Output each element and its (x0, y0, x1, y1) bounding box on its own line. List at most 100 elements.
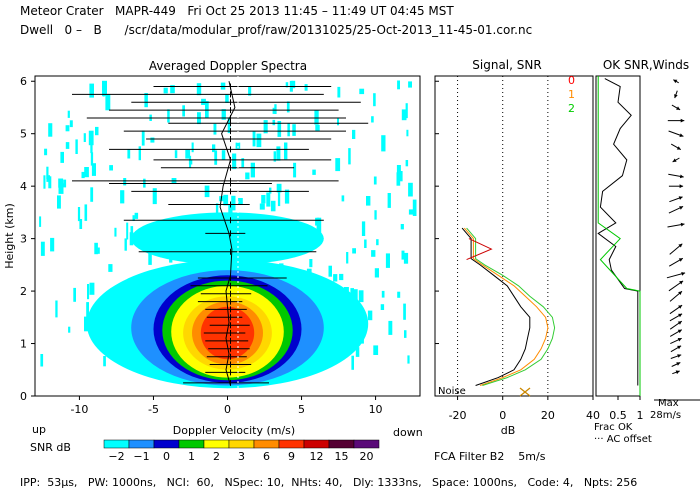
legend-1: 1 (568, 88, 575, 101)
wind-arrow-head (677, 321, 682, 325)
wind-arrow-head (672, 158, 677, 162)
snr-x-tick-label: 0 (499, 409, 506, 422)
noise-speckle (48, 176, 52, 189)
noise-speckle (40, 354, 44, 367)
colorbar-tick-label: 12 (310, 450, 324, 463)
noise-speckle (371, 116, 374, 123)
wind-arrow-head (675, 370, 680, 375)
noise-speckle (84, 316, 89, 332)
wind-arrow-head (674, 94, 678, 99)
noise-speckle (407, 355, 410, 364)
snr-xlabel: dB (501, 424, 516, 437)
noise-speckle (167, 109, 170, 123)
noise-speckle (81, 171, 85, 179)
noise-speckle (58, 183, 64, 194)
legend-2: 2 (568, 102, 575, 115)
noise-speckle (328, 265, 332, 277)
noise-speckle (97, 247, 100, 254)
noise-speckle (269, 187, 272, 194)
noise-speckle (273, 151, 277, 162)
colorbar-swatch (353, 439, 380, 449)
noise-speckle (276, 146, 281, 161)
wind-arrow-head (679, 206, 684, 210)
noise-speckle (88, 130, 94, 146)
snr-y-ticks (435, 80, 439, 397)
noise-speckle (337, 86, 341, 98)
snr-frame (434, 75, 594, 397)
snr-x-ticks: -20 0 20 40 (449, 396, 600, 422)
wind-arrow-head (679, 174, 684, 179)
noise-speckle (86, 302, 89, 318)
noise-speckle (231, 195, 236, 211)
colorbar-swatch (253, 439, 280, 449)
noise-speckle (60, 151, 64, 163)
doppler-x-tick-label: 0 (224, 403, 231, 416)
noise-speckle (221, 150, 226, 160)
noise-speckle (337, 118, 339, 126)
wind-arrows (666, 79, 686, 375)
doppler-y-tick-label: 4 (20, 180, 27, 193)
colorbar-label: SNR dB (30, 441, 71, 454)
noise-speckle (44, 148, 48, 156)
noise-speckle (286, 101, 290, 113)
noise-speckle (57, 195, 61, 209)
doppler-y-tick-label: 0 (20, 390, 27, 403)
ac-offset-note: ··· AC offset (594, 434, 652, 445)
snr-series-2 (466, 227, 556, 386)
colorbar-tick-label: −1 (133, 450, 149, 463)
noise-speckle (73, 287, 76, 302)
colorbar-swatch (128, 439, 155, 449)
noise-speckle (58, 178, 64, 188)
doppler-y-tick-label: 6 (20, 75, 27, 88)
wind-arrow-head (679, 184, 684, 189)
noise-speckle (272, 119, 276, 126)
noise-speckle (401, 250, 405, 260)
colorbar-swatch (328, 439, 355, 449)
noise-label: Noise (438, 386, 466, 397)
noise-speckle (65, 125, 70, 132)
noise-speckle (277, 191, 281, 207)
mean-velocity-line (219, 81, 236, 386)
noise-speckle (127, 149, 131, 159)
noise-speckle (87, 284, 90, 300)
noise-speckle (69, 120, 73, 128)
noise-speckle (380, 304, 385, 310)
noise-speckle (404, 330, 407, 338)
noise-speckle (361, 221, 366, 236)
ok-xlabel: Frac OK (594, 422, 633, 433)
doppler-x-tick-label: -10 (70, 403, 88, 416)
noise-speckle (352, 129, 356, 139)
signal-snr-panel: -20 0 20 40 Signal, SNR dB Noise 0 1 2 (434, 58, 600, 437)
noise-speckle (232, 153, 237, 170)
noise-speckle (400, 224, 404, 230)
frac-ok-green-line (597, 76, 641, 396)
colorbar-tick-label: 20 (360, 450, 374, 463)
wind-arrow-head (676, 362, 681, 366)
noise-speckle (403, 252, 409, 264)
mean-velocity-trace (219, 81, 236, 386)
noise-speckle (241, 158, 245, 168)
noise-speckle (333, 274, 338, 282)
noise-speckle (205, 101, 209, 118)
noise-speckle (130, 226, 134, 238)
noise-speckle (341, 195, 345, 202)
colorbar-swatch (153, 439, 180, 449)
noise-speckle (403, 303, 406, 320)
doppler-title: Averaged Doppler Spectra (149, 59, 307, 73)
noise-speckle (284, 142, 288, 160)
noise-speckle (109, 165, 113, 171)
wind-arrow-head (678, 291, 682, 295)
noise-speckle (373, 93, 376, 107)
noise-speckle (163, 87, 168, 94)
wind-arrow-head (678, 258, 683, 262)
noise-speckle (263, 120, 268, 134)
noise-speckle (277, 121, 282, 137)
noise-speckle (126, 222, 129, 240)
noise-speckle (408, 81, 412, 88)
noise-speckle (238, 198, 243, 205)
colorbar-swatch (278, 439, 305, 449)
noise-speckle (287, 123, 290, 137)
noise-speckle (77, 207, 81, 222)
wind-arrow-head (677, 329, 682, 334)
doppler-x-ticks: -10 -5 0 5 10 (70, 396, 383, 416)
